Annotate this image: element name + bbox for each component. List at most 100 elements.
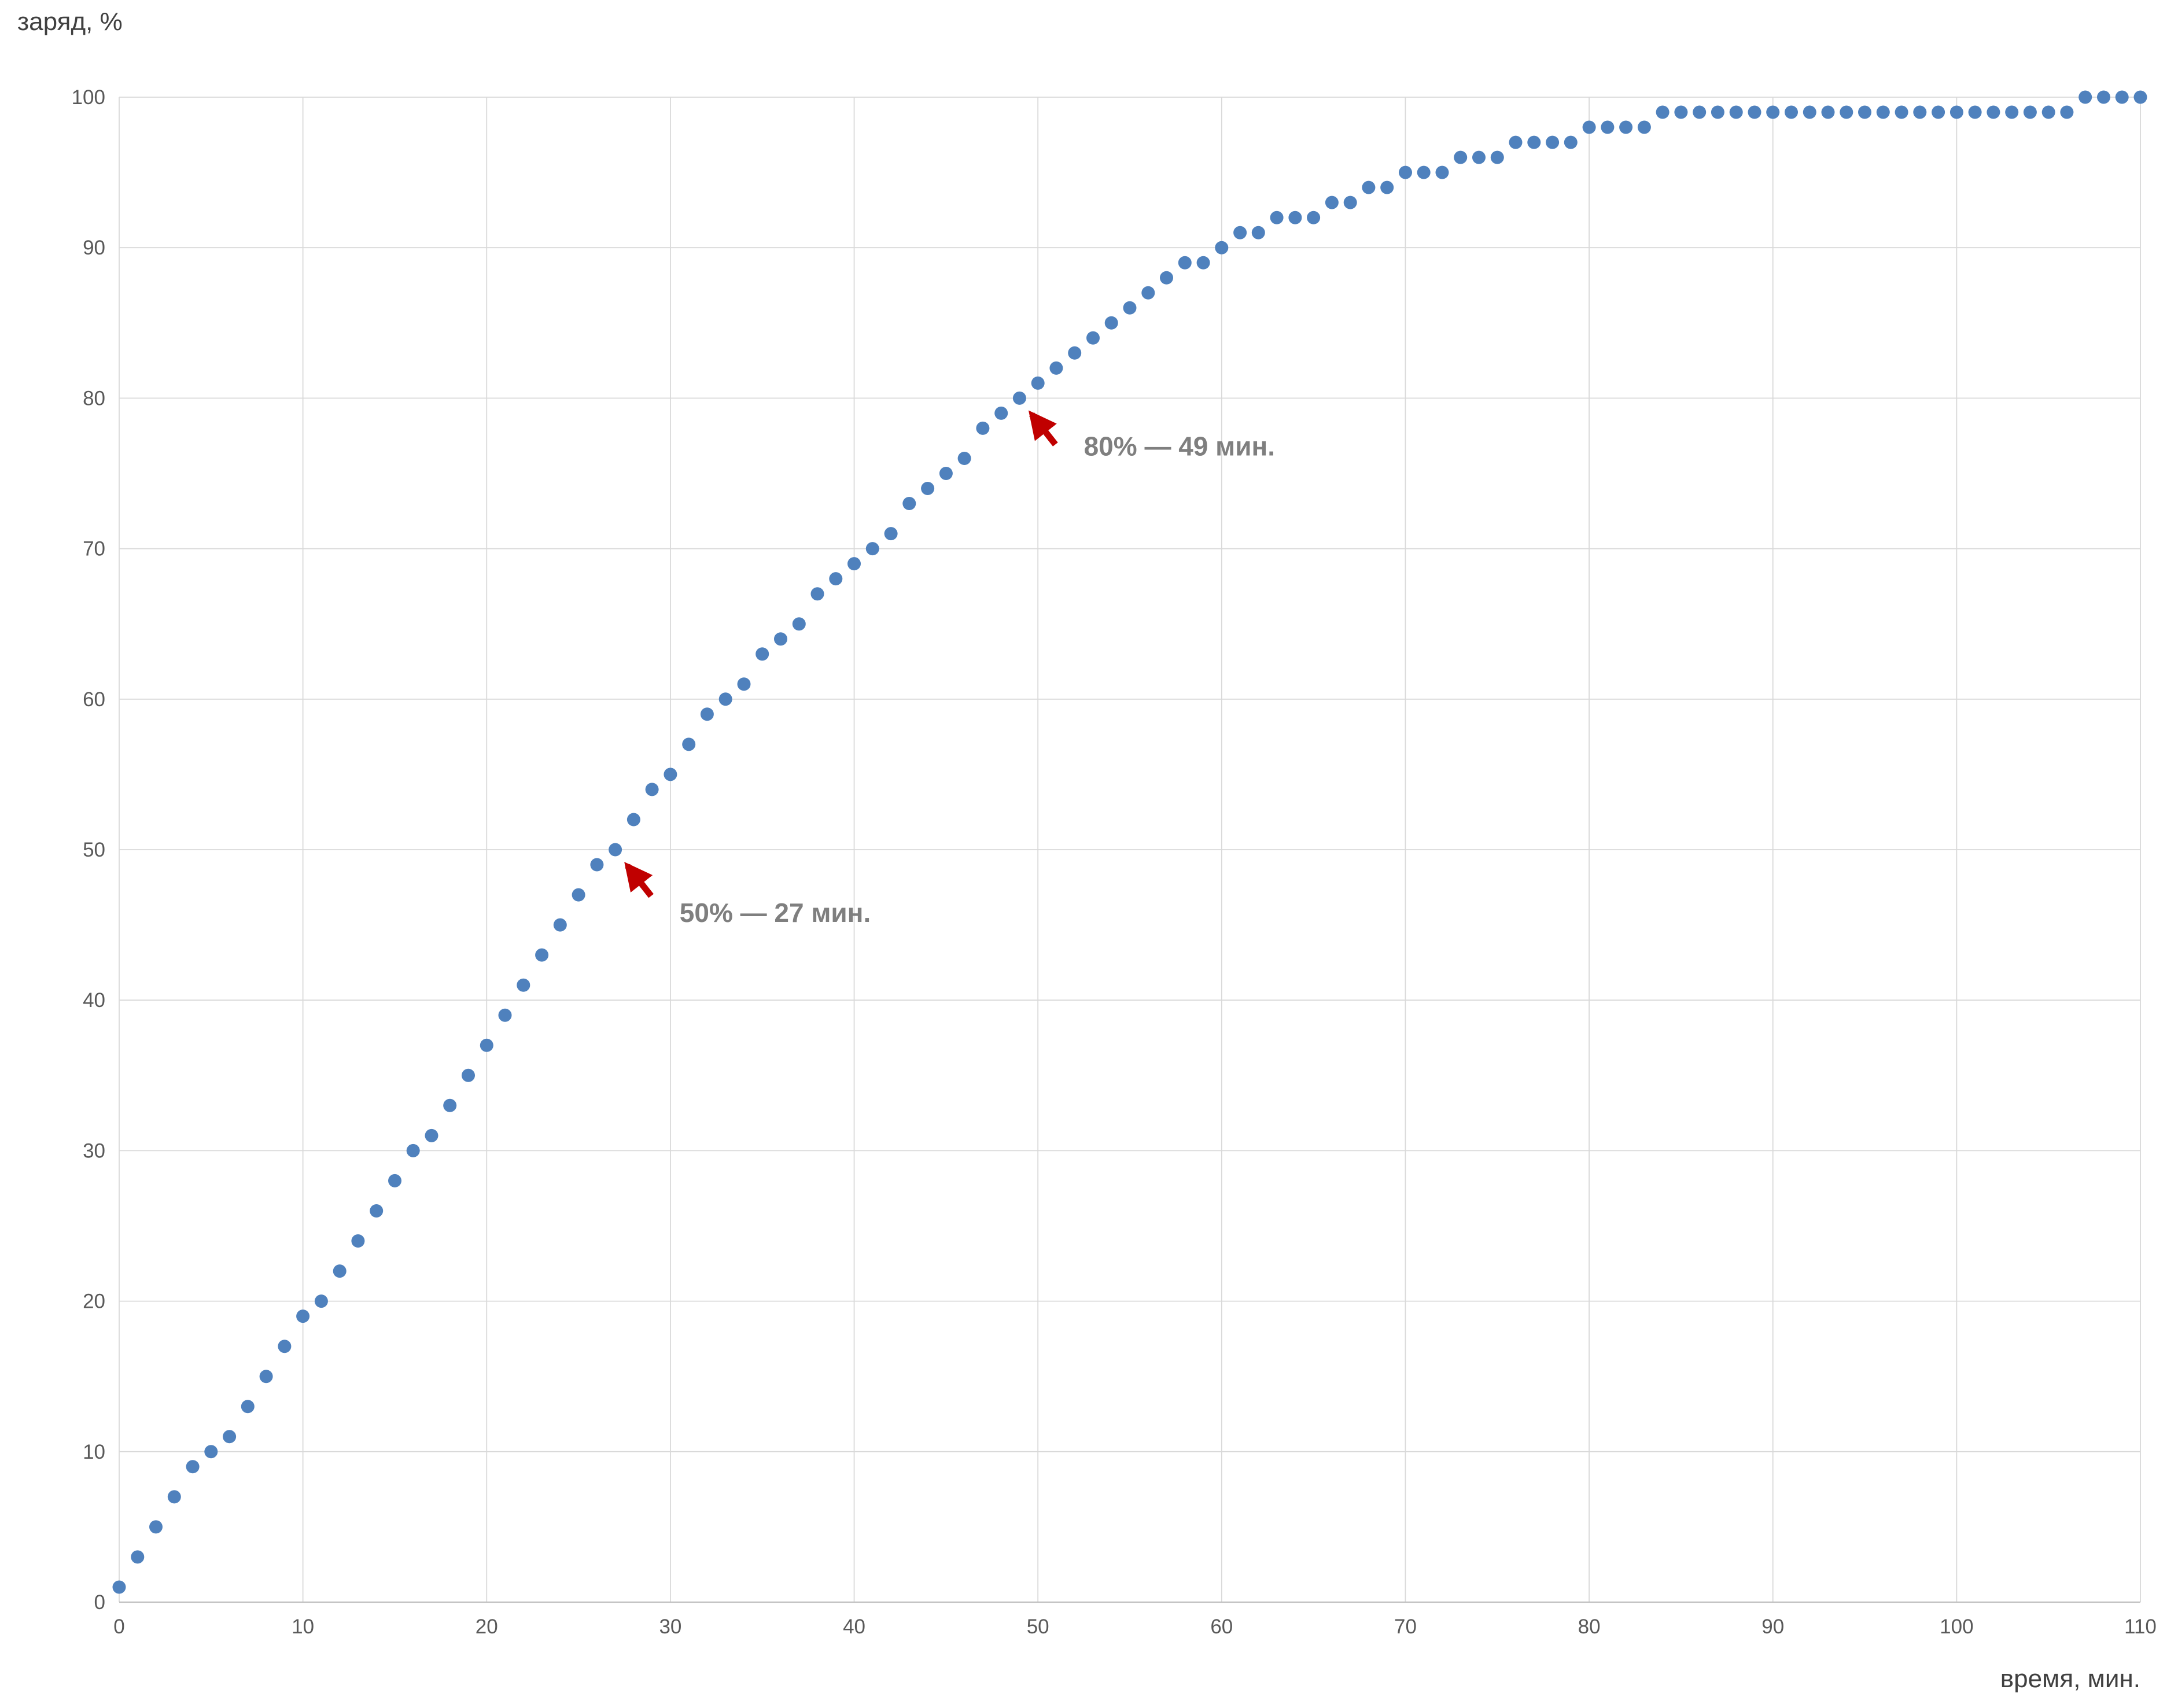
data-point [902, 497, 916, 510]
data-point [572, 888, 585, 902]
data-point [1821, 105, 1835, 119]
data-point [1215, 241, 1229, 254]
data-point [865, 542, 879, 556]
data-point [1766, 105, 1780, 119]
x-tick-label: 80 [1578, 1615, 1601, 1638]
data-point [1307, 211, 1321, 224]
data-point [1141, 286, 1155, 300]
x-tick-label: 50 [1027, 1615, 1049, 1638]
data-point [1435, 165, 1449, 179]
data-point [443, 1098, 457, 1112]
data-point [1968, 105, 1982, 119]
data-point [1472, 150, 1486, 164]
data-point [259, 1370, 273, 1384]
data-point [1160, 271, 1173, 285]
data-point [204, 1445, 218, 1459]
x-tick-label: 60 [1210, 1615, 1233, 1638]
annotation-label: 80% — 49 мин. [1084, 431, 1275, 461]
data-point [2023, 105, 2037, 119]
data-point [517, 978, 530, 992]
y-axis-title: заряд, % [17, 8, 123, 36]
data-point [241, 1400, 255, 1414]
annotation-arrow-icon [1028, 410, 1058, 447]
y-tick-label: 100 [72, 86, 105, 109]
data-point [1454, 150, 1468, 164]
data-point [1490, 150, 1504, 164]
annotation-arrow-icon [624, 862, 654, 898]
data-point [278, 1340, 292, 1353]
data-point [1509, 135, 1523, 149]
data-point [1785, 105, 1798, 119]
data-point [167, 1490, 181, 1504]
data-point [810, 587, 824, 601]
data-point [1582, 120, 1596, 134]
data-point [462, 1068, 475, 1082]
data-point [112, 1580, 126, 1594]
annotation-label: 50% — 27 мин. [680, 898, 871, 928]
data-point [682, 737, 696, 751]
data-point [755, 647, 769, 661]
data-point [957, 452, 971, 465]
data-point [223, 1430, 237, 1444]
data-point [1031, 376, 1045, 390]
data-point [2005, 105, 2019, 119]
data-point [1840, 105, 1853, 119]
data-point [553, 918, 567, 932]
data-point [626, 813, 640, 827]
data-point [1251, 226, 1265, 239]
data-point [149, 1520, 163, 1534]
y-tick-label: 90 [83, 237, 105, 259]
data-point [590, 858, 604, 872]
data-point [406, 1143, 420, 1157]
data-point [1012, 391, 1026, 405]
y-tick-label: 20 [83, 1290, 105, 1313]
data-point [994, 406, 1008, 420]
data-point [1362, 180, 1376, 194]
data-point [718, 692, 732, 706]
data-point [737, 677, 751, 691]
x-tick-label: 20 [476, 1615, 498, 1638]
y-tick-label: 40 [83, 989, 105, 1012]
data-point [131, 1550, 145, 1564]
data-point [333, 1264, 347, 1278]
data-point [1288, 211, 1302, 224]
data-point [1895, 105, 1908, 119]
data-point [1343, 195, 1357, 209]
data-point [1693, 105, 1707, 119]
data-point [792, 617, 806, 631]
x-tick-label: 100 [1940, 1615, 1973, 1638]
y-tick-label: 0 [94, 1591, 105, 1614]
x-tick-label: 30 [659, 1615, 681, 1638]
data-point [314, 1294, 328, 1308]
x-tick-label: 10 [292, 1615, 314, 1638]
data-point [1546, 135, 1560, 149]
y-tick-label: 80 [83, 387, 105, 410]
data-point [2133, 90, 2147, 104]
data-point [1858, 105, 1871, 119]
data-point [1748, 105, 1761, 119]
data-point [939, 467, 953, 480]
data-point [976, 421, 990, 435]
data-point [1674, 105, 1688, 119]
y-tick-label: 10 [83, 1441, 105, 1463]
data-point [700, 707, 714, 721]
data-point [351, 1234, 365, 1248]
data-point [645, 783, 659, 796]
data-point [609, 843, 622, 857]
data-point [1932, 105, 1945, 119]
data-point [1049, 361, 1063, 375]
data-point [1233, 226, 1247, 239]
data-point [921, 482, 935, 495]
data-point [388, 1174, 401, 1187]
data-point [664, 768, 677, 781]
x-tick-label: 0 [113, 1615, 124, 1638]
data-point [1619, 120, 1633, 134]
data-point [1270, 211, 1284, 224]
data-point [1527, 135, 1541, 149]
data-point [186, 1460, 200, 1474]
data-point [296, 1309, 310, 1323]
data-point [1987, 105, 2000, 119]
